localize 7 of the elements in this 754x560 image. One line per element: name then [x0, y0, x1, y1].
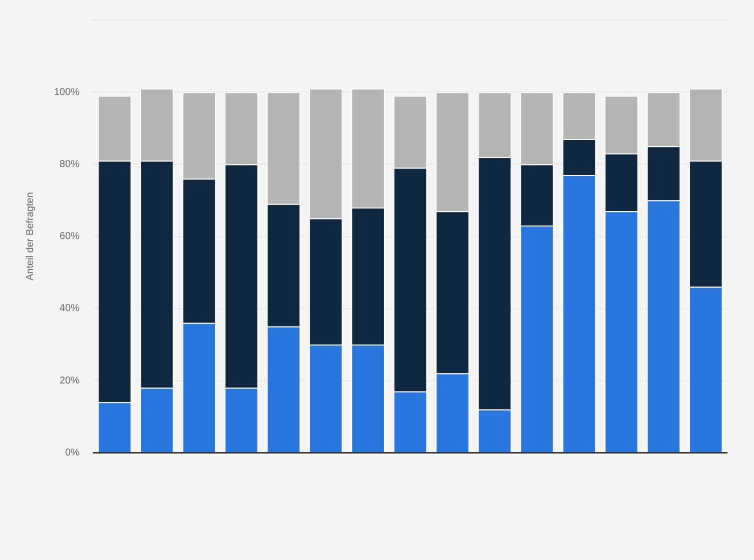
- y-axis-title: Anteil der Befragten: [24, 192, 36, 280]
- y-tick-label: 20%: [60, 375, 80, 386]
- y-tick-label: 0%: [65, 447, 80, 458]
- y-tick-label: 100%: [54, 86, 80, 98]
- y-tick-label: 60%: [60, 231, 80, 242]
- y-tick-label: 40%: [60, 303, 80, 314]
- y-tick-label: 80%: [60, 158, 80, 170]
